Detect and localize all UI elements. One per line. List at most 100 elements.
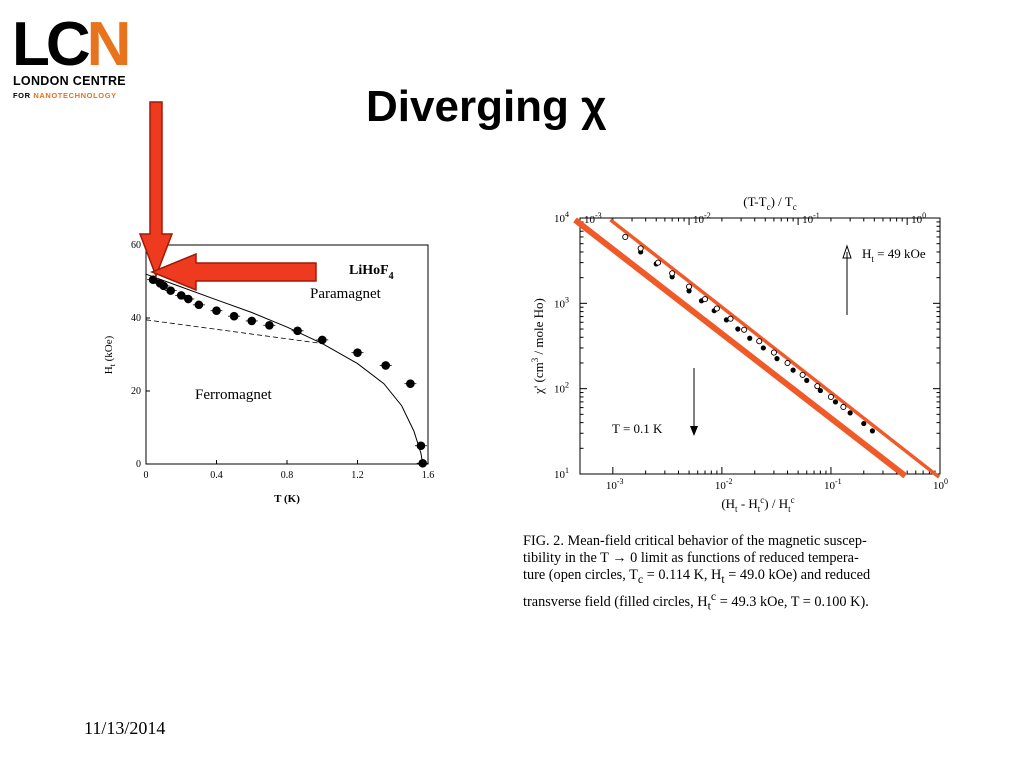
phase-xtick-label: 0.4 — [210, 470, 223, 481]
filled-data-point — [735, 326, 741, 332]
filled-data-point — [817, 387, 823, 394]
caption-l4b: t — [707, 599, 711, 614]
open-data-point — [637, 245, 644, 252]
phase-xtick-label: 0 — [144, 470, 149, 481]
phase-data-point — [416, 441, 426, 451]
ht-label: Ht = 49 kOe — [862, 246, 926, 264]
bottom-tick-label: 10-2 — [715, 477, 733, 492]
slide-date: 11/13/2014 — [84, 718, 166, 738]
phase-data-point — [184, 294, 193, 304]
filled-data-point — [790, 367, 796, 373]
bottom-tick-label: 100 — [933, 477, 948, 492]
filled-data-point — [869, 428, 876, 434]
paramagnet-label: Paramagnet — [310, 286, 382, 302]
compound-label: LiHoF4 — [349, 263, 394, 282]
phase-xtick-label: 1.2 — [351, 470, 364, 481]
bottom-xlabel: (Ht - Htc) / Htc — [721, 495, 794, 514]
logo-for: FOR — [13, 91, 31, 100]
caption-l3e: = 49.0 kOe) and reduced — [724, 567, 871, 584]
phase-ytick-label: 60 — [131, 240, 141, 251]
phase-data-point — [212, 306, 221, 316]
phase-data-point — [317, 335, 327, 345]
phase-data-point — [265, 321, 274, 330]
caption-line-1: FIG. 2. Mean-field critical behavior of … — [523, 533, 867, 549]
left-tick-label: 103 — [554, 295, 569, 310]
phase-xtick-label: 1.6 — [422, 470, 435, 481]
filled-data-point — [698, 298, 705, 304]
caption-line-2: tibility in the T → 0 limit as functions… — [523, 550, 859, 567]
phase-data-point — [155, 279, 165, 288]
t-arrow-head — [690, 426, 698, 436]
left-tick-label: 102 — [554, 381, 569, 396]
logo-line1: LONDON CENTRE — [13, 74, 126, 88]
open-data-point — [756, 338, 763, 345]
phase-plot-frame — [145, 244, 429, 465]
caption-line-3: ture (open circles, Tc = 0.114 K, Ht = 4… — [523, 567, 955, 588]
ht-arrow-head — [842, 244, 852, 259]
open-data-point — [701, 296, 709, 303]
phase-data-point — [176, 291, 186, 300]
phase-boundary-curve — [145, 273, 424, 465]
phase-data-point — [353, 348, 362, 357]
slide-title: Diverging χ — [366, 82, 607, 131]
figure-caption: FIG. 2. Mean-field critical behavior of … — [523, 533, 955, 615]
caption-l3b: c — [637, 572, 644, 587]
open-data-point — [669, 270, 676, 277]
open-data-point — [686, 283, 693, 290]
loglog-plot-frame — [579, 217, 941, 475]
filled-data-point — [861, 420, 867, 427]
open-data-point — [727, 315, 734, 322]
filled-data-point — [638, 249, 644, 255]
bottom-tick-label: 10-1 — [824, 477, 842, 492]
filled-data-point — [723, 317, 730, 323]
ferromagnet-label: Ferromagnet — [195, 387, 272, 403]
top-tick-label: 10-1 — [802, 211, 820, 226]
top-xlabel: (T-Tc) / Tc — [743, 194, 797, 212]
open-data-point — [713, 305, 720, 312]
phase-data-point — [166, 286, 175, 295]
phase-data-point — [194, 300, 204, 310]
left-tick-label: 104 — [554, 210, 569, 225]
open-data-point — [741, 326, 748, 333]
t-label: T = 0.1 K — [612, 421, 663, 436]
open-data-point — [799, 371, 806, 378]
top-tick-label: 10-2 — [693, 211, 711, 226]
logo-nano: NANOTECHNOLOGY — [33, 91, 117, 100]
filled-data-point — [653, 261, 659, 267]
caption-line-4: transverse field (filled circles, Htc = … — [523, 588, 955, 615]
phase-ylabel: Ht (kOe) — [103, 335, 117, 374]
caption-l3d: t — [721, 572, 725, 587]
phase-data-point — [418, 458, 428, 468]
phase-data-point — [229, 311, 239, 321]
caption-l4a: transverse field (filled circles, H — [523, 594, 708, 611]
filled-data-point — [711, 308, 717, 314]
open-data-point — [622, 233, 629, 240]
phase-ytick-label: 40 — [131, 313, 141, 324]
filled-data-point — [774, 356, 780, 362]
top-tick-label: 10-3 — [584, 211, 602, 226]
top-tick-label: 100 — [911, 211, 926, 226]
open-data-point — [770, 349, 777, 356]
caption-l4d: = 49.3 kOe, T = 0.100 K). — [716, 594, 869, 611]
open-data-point — [840, 403, 847, 411]
loglog-ylabel: χ' (cm3 / mole Ho) — [530, 298, 546, 395]
phase-dashed-line — [145, 319, 323, 344]
filled-data-point — [832, 399, 839, 405]
open-data-point — [784, 359, 791, 367]
filled-data-point — [669, 274, 675, 280]
caption-l4c: c — [710, 589, 717, 604]
caption-l3c: = 0.114 K, H — [643, 567, 722, 584]
filled-data-point — [760, 345, 766, 351]
logo-lc: LC — [12, 10, 91, 79]
phase-data-point — [406, 379, 415, 389]
logo-line2: FOR NANOTECHNOLOGY — [13, 91, 117, 100]
fit-line — [609, 218, 941, 479]
open-data-point — [827, 393, 834, 400]
phase-data-point — [247, 316, 257, 326]
phase-data-point — [159, 281, 168, 291]
open-data-point — [814, 383, 821, 390]
phase-ytick-label: 0 — [136, 459, 141, 470]
phase-data-point — [381, 361, 391, 370]
down-arrow — [138, 101, 174, 279]
caption-l3a: ture (open circles, T — [523, 567, 638, 584]
